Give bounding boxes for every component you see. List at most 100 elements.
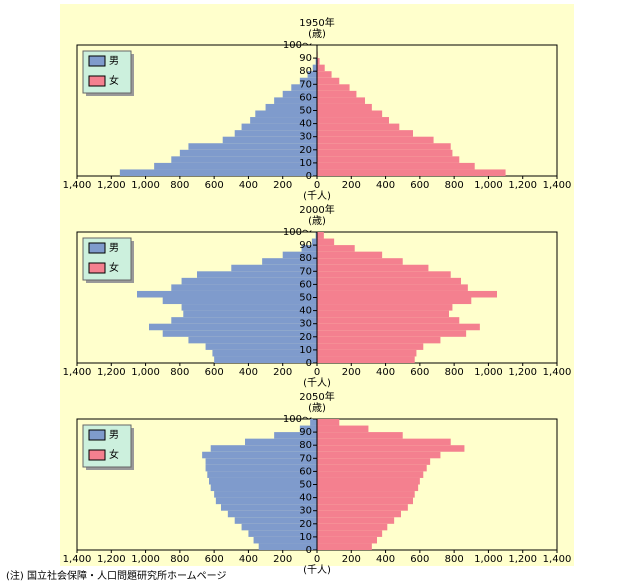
x-tick-label: 600: [205, 180, 224, 191]
y-tick-label: 90: [299, 240, 312, 251]
x-tick-label: 200: [273, 554, 292, 565]
y-tick-label: 40: [299, 306, 312, 317]
y-tick-label: 60: [299, 466, 312, 477]
x-tick-label: 200: [342, 367, 361, 378]
bar: [171, 284, 317, 291]
bar: [312, 64, 317, 72]
bar: [205, 464, 317, 472]
bar: [317, 323, 480, 331]
bar: [231, 264, 317, 272]
bar: [282, 251, 317, 259]
bar: [317, 258, 403, 265]
bar: [317, 310, 449, 318]
x-tick-label: 400: [376, 180, 395, 191]
bar: [317, 464, 427, 472]
bar: [317, 432, 403, 439]
x-tick-label: 1,400: [543, 180, 572, 191]
bar: [241, 123, 317, 131]
bar: [315, 232, 317, 239]
x-tick-label: 1,200: [97, 180, 126, 191]
x-tick-label: 200: [273, 367, 292, 378]
bar: [227, 510, 317, 518]
bar: [317, 477, 420, 485]
x-tick-label: 0: [314, 367, 320, 378]
y-tick-label: 20: [299, 519, 312, 530]
x-tick-label: 800: [445, 367, 464, 378]
bar: [317, 438, 451, 446]
x-tick-label: 600: [205, 367, 224, 378]
bar: [317, 245, 355, 252]
y-tick-label: 20: [299, 145, 312, 156]
y-tick-label: 50: [299, 480, 312, 491]
y-tick-label: 40: [299, 493, 312, 504]
x-axis-label: (千人): [303, 190, 331, 202]
bar: [317, 336, 441, 344]
bar: [202, 451, 317, 459]
x-tick-label: 1,400: [543, 554, 572, 565]
y-tick-label: 90: [299, 53, 312, 64]
bar: [181, 277, 317, 285]
bar: [307, 71, 317, 78]
bar: [214, 356, 317, 363]
bar: [299, 77, 317, 85]
bar: [317, 123, 400, 131]
legend-swatch: [88, 262, 106, 274]
x-tick-label: 1,000: [474, 554, 503, 565]
bar: [317, 149, 453, 157]
x-tick-label: 1,400: [63, 554, 92, 565]
bar: [250, 117, 317, 124]
y-tick-label: 40: [299, 119, 312, 130]
y-tick-label: 10: [299, 158, 312, 169]
legend-label: 男: [109, 429, 119, 441]
bar: [205, 458, 317, 465]
legend-label: 女: [109, 261, 119, 274]
bar: [317, 264, 429, 272]
bar: [317, 71, 332, 78]
bar: [317, 271, 451, 278]
bar: [188, 336, 317, 344]
bar: [209, 477, 317, 485]
x-tick-label: 1,000: [131, 554, 160, 565]
bar: [317, 156, 460, 163]
y-tick-label: 80: [299, 66, 312, 77]
bar: [317, 169, 506, 176]
bar: [171, 156, 317, 163]
x-tick-label: 600: [410, 180, 429, 191]
bar: [317, 58, 320, 65]
x-tick-label: 800: [445, 180, 464, 191]
bar: [317, 523, 388, 531]
bar: [317, 64, 325, 72]
bar: [317, 251, 383, 259]
y-tick-label: 100〜: [283, 227, 312, 238]
bar: [317, 536, 377, 544]
bar: [317, 232, 324, 239]
bar: [162, 297, 317, 305]
x-tick-label: 1,000: [474, 180, 503, 191]
legend-swatch: [88, 449, 106, 461]
y-tick-label: 100〜: [283, 40, 312, 51]
bar: [317, 317, 460, 324]
x-tick-label: 800: [170, 180, 189, 191]
x-axis-label: (千人): [303, 564, 331, 576]
x-tick-label: 400: [239, 367, 258, 378]
bar: [181, 304, 317, 311]
y-tick-label: 50: [299, 106, 312, 117]
legend-label: 女: [109, 74, 119, 87]
bar: [207, 471, 317, 478]
bar: [317, 284, 468, 291]
bar: [317, 117, 389, 124]
x-tick-label: 1,200: [97, 554, 126, 565]
x-tick-label: 800: [170, 367, 189, 378]
bar: [317, 110, 383, 118]
x-tick-label: 600: [410, 554, 429, 565]
bar: [234, 517, 317, 524]
bar: [317, 504, 408, 511]
bar: [241, 523, 317, 531]
bar: [234, 130, 317, 137]
bar: [317, 90, 357, 98]
x-tick-label: 1,000: [131, 180, 160, 191]
bar: [154, 162, 317, 170]
x-tick-label: 1,000: [131, 367, 160, 378]
y-tick-label: 70: [299, 453, 312, 464]
y-tick-label: 30: [299, 132, 312, 143]
